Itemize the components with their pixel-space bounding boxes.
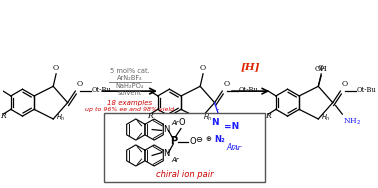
Text: N: N bbox=[163, 125, 169, 134]
Text: $H_n$: $H_n$ bbox=[203, 113, 213, 123]
Text: solvent: solvent bbox=[118, 90, 142, 96]
Text: 5 mol% cat.: 5 mol% cat. bbox=[110, 68, 150, 74]
Text: P: P bbox=[170, 136, 177, 146]
Text: O: O bbox=[190, 136, 196, 146]
Text: chiral ion pair: chiral ion pair bbox=[156, 170, 214, 179]
Text: R: R bbox=[147, 112, 153, 120]
Text: N₂: N₂ bbox=[215, 135, 225, 144]
Bar bbox=[104, 113, 265, 182]
Text: R: R bbox=[0, 112, 6, 120]
Text: NaH₂PO₄: NaH₂PO₄ bbox=[116, 83, 144, 89]
Text: O: O bbox=[223, 80, 229, 88]
Text: [H]: [H] bbox=[240, 63, 260, 72]
Text: NH$_2$: NH$_2$ bbox=[343, 116, 362, 127]
Text: O: O bbox=[53, 64, 59, 72]
Text: O: O bbox=[179, 118, 185, 127]
Text: $H_n$: $H_n$ bbox=[321, 113, 331, 123]
Text: $H_n$: $H_n$ bbox=[56, 113, 66, 123]
Text: O: O bbox=[76, 80, 82, 88]
Text: up to 96% ee and 98% yield: up to 96% ee and 98% yield bbox=[85, 107, 175, 112]
Text: ArN₂BF₄: ArN₂BF₄ bbox=[117, 75, 143, 81]
Text: Ar: Ar bbox=[226, 143, 234, 152]
Text: 18 examples: 18 examples bbox=[107, 100, 153, 106]
Text: Ot-Bu: Ot-Bu bbox=[357, 86, 376, 94]
Text: O: O bbox=[318, 64, 324, 72]
Text: Ar: Ar bbox=[233, 144, 242, 152]
Text: N: N bbox=[211, 118, 218, 127]
Text: ⊕: ⊕ bbox=[205, 136, 211, 142]
Text: O: O bbox=[200, 64, 206, 72]
Text: =N: =N bbox=[224, 122, 239, 131]
Text: Ar: Ar bbox=[171, 157, 179, 163]
Text: N: N bbox=[163, 149, 169, 158]
Text: Ot-Bu: Ot-Bu bbox=[239, 86, 258, 94]
Text: R: R bbox=[265, 112, 271, 120]
Text: Ot-Bu: Ot-Bu bbox=[91, 86, 111, 94]
Text: O: O bbox=[341, 80, 347, 88]
Text: OH: OH bbox=[315, 65, 328, 73]
Text: Ar: Ar bbox=[171, 120, 179, 126]
Text: ⊖: ⊖ bbox=[196, 135, 203, 144]
